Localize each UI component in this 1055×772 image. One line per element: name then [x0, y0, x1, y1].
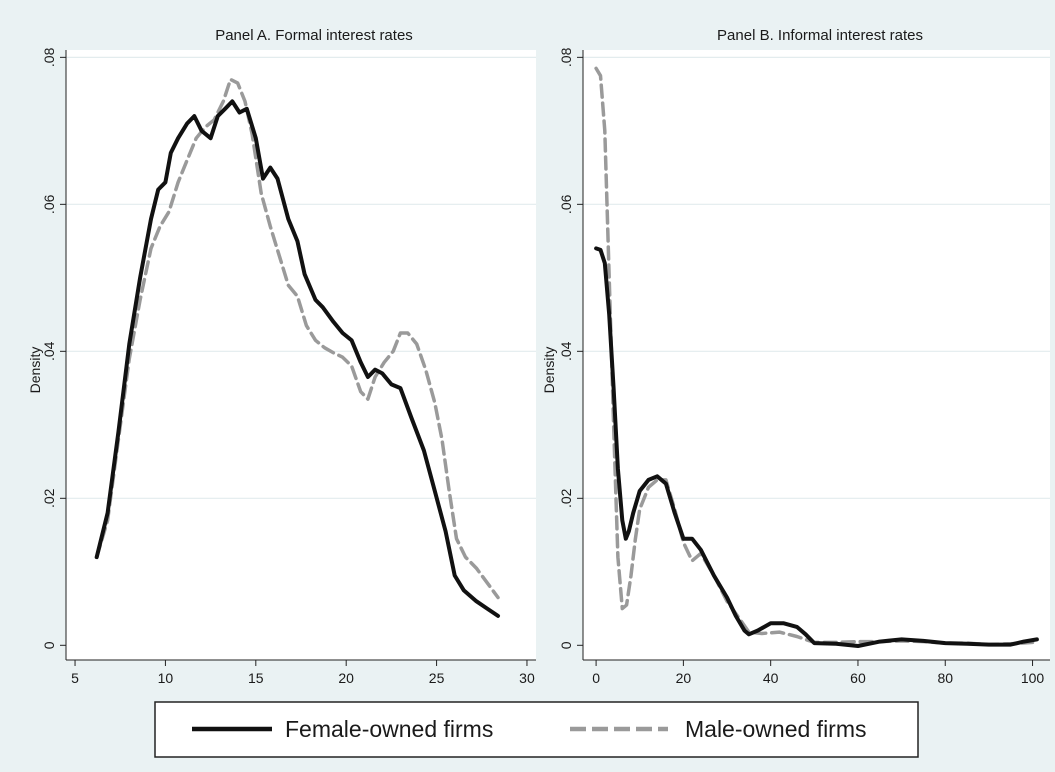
legend-box: [154, 701, 919, 758]
panel-a-title: Panel A. Formal interest rates: [215, 27, 413, 44]
panel-a-ytick-label-0: 0: [41, 641, 57, 649]
panel-a-ytick-label-2: .04: [41, 341, 57, 361]
panel-a-xtick-label-3: 20: [338, 670, 354, 686]
legend-label-female: Female-owned firms: [285, 716, 493, 742]
panel-a-ytick-label-4: .08: [41, 47, 57, 67]
panel-a-plot-area: [66, 50, 536, 660]
panel-b-ytick-label-0: 0: [558, 641, 574, 649]
panel-b-title: Panel B. Informal interest rates: [717, 27, 923, 44]
panel-a-series-female: [94, 99, 500, 618]
panel-a: Panel A. Formal interest rates Density 0…: [27, 27, 536, 686]
panel-a-xtick-label-4: 25: [429, 670, 445, 686]
panel-a-series-male: [94, 77, 500, 600]
panel-b: Panel B. Informal interest rates Density…: [541, 27, 1050, 686]
panel-b-xtick-label-2: 40: [763, 670, 779, 686]
legend-label-male: Male-owned firms: [685, 716, 867, 742]
legend: Female-owned firms Male-owned firms: [154, 701, 919, 758]
panel-a-ytick-label-3: .06: [41, 194, 57, 214]
panel-b-ytick-label-1: .02: [558, 488, 574, 508]
panel-a-ylabel: Density: [27, 347, 43, 394]
panel-b-xtick-label-0: 0: [592, 670, 600, 686]
panel-a-xtick-label-0: 5: [71, 670, 79, 686]
panel-b-xtick-label-5: 100: [1021, 670, 1045, 686]
panel-b-ytick-label-2: .04: [558, 341, 574, 361]
panel-b-plot-area: [583, 50, 1050, 660]
panel-b-xtick-label-3: 60: [850, 670, 866, 686]
panel-b-ylabel: Density: [541, 347, 557, 394]
panel-b-xtick-label-4: 80: [937, 670, 953, 686]
panel-b-xtick-label-1: 20: [676, 670, 692, 686]
panel-b-series-female: [594, 246, 1039, 648]
panel-a-xtick-label-2: 15: [248, 670, 264, 686]
panel-b-ytick-label-4: .08: [558, 47, 574, 67]
panel-b-ytick-label-3: .06: [558, 194, 574, 214]
panel-a-ytick-label-1: .02: [41, 488, 57, 508]
panel-a-xtick-label-5: 30: [519, 670, 535, 686]
panel-a-xtick-label-1: 10: [158, 670, 174, 686]
